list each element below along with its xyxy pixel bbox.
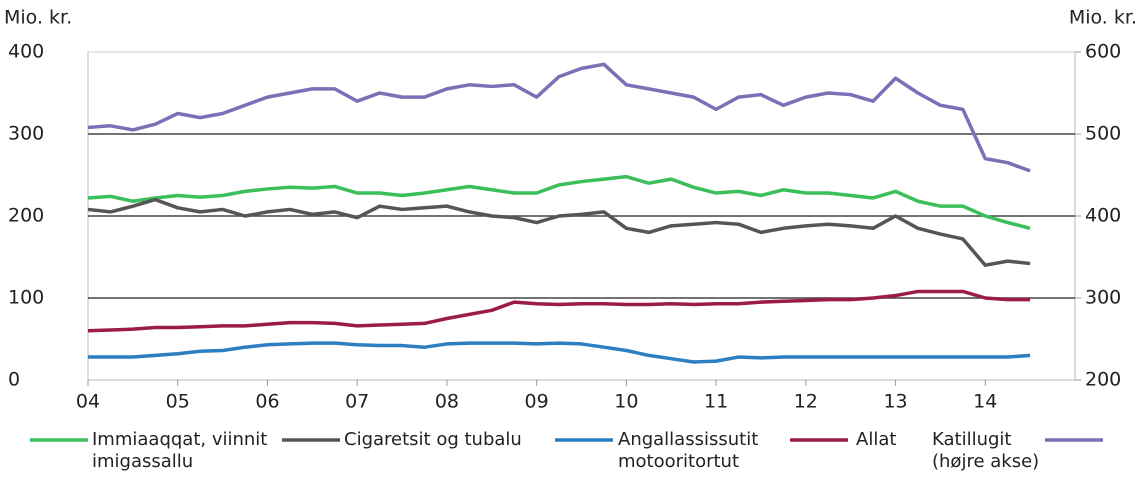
series-line (87, 62, 1031, 173)
x-tick-label: 05 (166, 391, 190, 413)
y-tick-label: 200 (8, 205, 44, 227)
y2-tick-label: 500 (1085, 123, 1121, 145)
y-tick-label: 0 (8, 369, 20, 391)
x-tick-label: 06 (255, 391, 279, 413)
x-tick-label: 12 (794, 391, 818, 413)
legend-label: Angallassissutit motooritortut (618, 429, 759, 472)
x-tick-label: 04 (76, 391, 100, 413)
y-tick-label: 300 (8, 123, 44, 145)
y-axis-title: Mio. kr. (4, 7, 72, 29)
y2-tick-label: 300 (1085, 287, 1121, 309)
x-tick-label: 07 (345, 391, 369, 413)
y2-tick-label: 200 (1085, 369, 1121, 391)
y-tick-label: 100 (8, 287, 44, 309)
series-line (87, 197, 1031, 267)
legend-label: Allat (856, 429, 897, 450)
series-line (87, 174, 1031, 230)
x-tick-label: 09 (525, 391, 549, 413)
x-tick-label: 13 (883, 391, 907, 413)
series-line (87, 289, 1031, 333)
legend-label: Immiaaqqat, viinnit imigassallu (92, 429, 268, 472)
x-tick-label: 11 (704, 391, 728, 413)
legend-label: Cigaretsit og tubalu (344, 429, 522, 450)
y-tick-label: 400 (8, 41, 44, 63)
y2-tick-label: 600 (1085, 41, 1121, 63)
x-tick-label: 10 (614, 391, 638, 413)
y2-tick-label: 400 (1085, 205, 1121, 227)
legend-label: Katillugit (højre akse) (932, 429, 1040, 472)
x-tick-label: 08 (435, 391, 459, 413)
series-line (88, 341, 1031, 364)
x-tick-label: 14 (973, 391, 997, 413)
y2-axis-title: Mio. kr. (1069, 7, 1137, 29)
